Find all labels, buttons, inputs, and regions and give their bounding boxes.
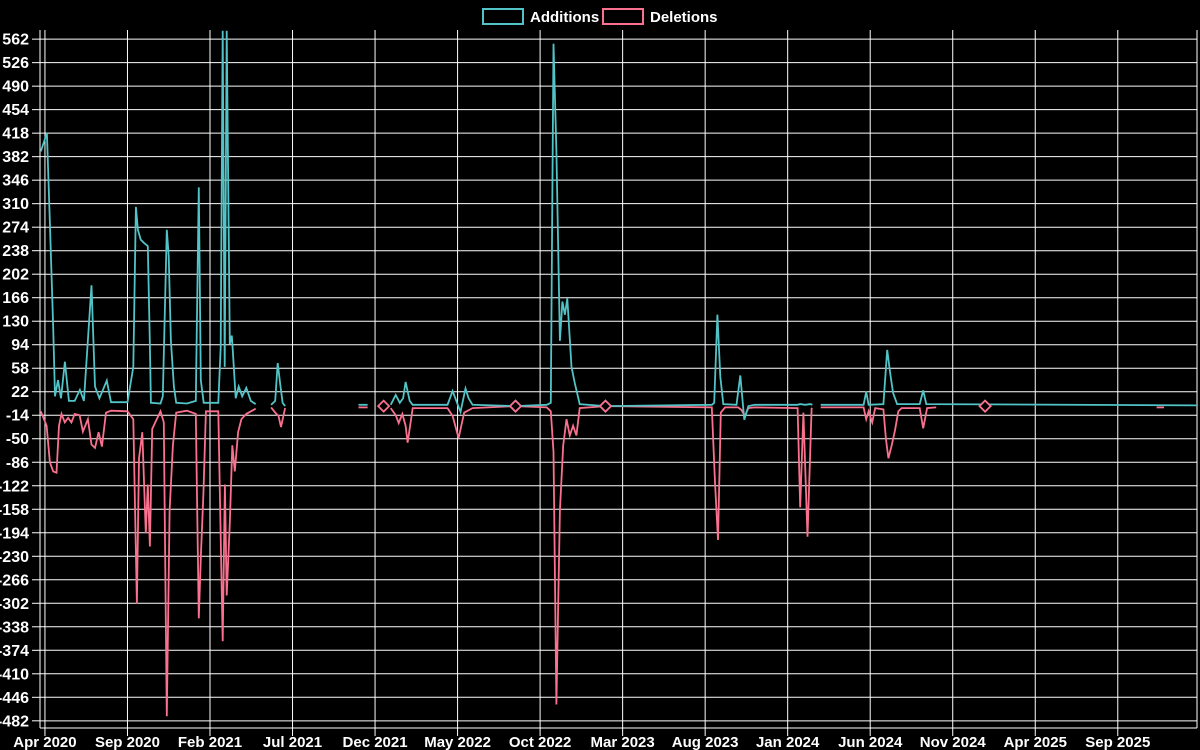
additions-segment xyxy=(389,43,813,421)
deletions-point-marker xyxy=(598,399,613,413)
legend-swatch-deletions xyxy=(602,8,644,25)
y-tick-label: -158 xyxy=(0,502,29,519)
y-tick-label: 454 xyxy=(2,102,29,119)
x-tick-label: Oct 2022 xyxy=(509,734,572,750)
x-tick-label: Sep 2025 xyxy=(1085,734,1150,750)
y-tick-label: -410 xyxy=(0,666,29,683)
y-tick-label: 274 xyxy=(2,220,29,237)
x-tick-label: Jul 2021 xyxy=(263,734,322,750)
x-tick-label: Mar 2023 xyxy=(591,734,655,750)
additions-segment xyxy=(39,30,257,405)
legend-label-additions: Additions xyxy=(530,9,599,26)
x-tick-label: Nov 2024 xyxy=(920,734,987,750)
y-tick-label: 418 xyxy=(2,126,29,143)
y-tick-label: 346 xyxy=(2,173,29,190)
chart-legend: Additions Deletions xyxy=(482,8,718,26)
x-tick-label: Apr 2025 xyxy=(1004,734,1067,750)
deletions-segment xyxy=(389,405,813,705)
x-tick-label: Jan 2024 xyxy=(756,734,820,750)
grid: 562 526 490 454 418 382 346 310 274 238 202 166 130 9… xyxy=(0,30,1197,750)
legend-item-deletions[interactable]: Deletions xyxy=(602,8,718,26)
deletions-point-marker xyxy=(508,399,523,413)
x-tick-label: Apr 2020 xyxy=(13,734,76,750)
y-tick-label: -338 xyxy=(0,619,29,636)
x-tick-label: Feb 2021 xyxy=(178,734,242,750)
y-tick-label: -446 xyxy=(0,690,29,707)
deletions-segment xyxy=(820,406,937,459)
x-tick-label: Jun 2024 xyxy=(838,734,903,750)
x-tick-label: May 2022 xyxy=(424,734,491,750)
x-tick-label: Dec 2021 xyxy=(343,734,408,750)
legend-swatch-additions xyxy=(482,8,524,25)
additions-line xyxy=(39,30,1198,421)
y-tick-label: 202 xyxy=(2,267,29,284)
y-tick-label: 310 xyxy=(2,196,29,213)
y-tick-label: 382 xyxy=(2,149,29,166)
y-tick-label: -50 xyxy=(6,431,29,448)
legend-label-deletions: Deletions xyxy=(650,9,718,26)
deletions-line xyxy=(39,405,1164,717)
deletions-point-marker xyxy=(978,399,992,413)
x-tick-label: Aug 2023 xyxy=(672,734,739,750)
y-tick-label: 238 xyxy=(2,243,29,260)
y-tick-label: -122 xyxy=(0,478,29,495)
legend-item-additions[interactable]: Additions xyxy=(482,8,599,26)
y-tick-label: -374 xyxy=(0,643,29,660)
y-tick-label: -14 xyxy=(6,408,29,425)
y-tick-label: 58 xyxy=(11,361,29,378)
y-tick-label: 94 xyxy=(11,337,29,354)
deletions-point-marker xyxy=(376,399,391,413)
y-tick-label: 562 xyxy=(2,32,29,49)
x-tick-label: Sep 2020 xyxy=(95,734,160,750)
additions-segment xyxy=(270,362,286,407)
y-tick-label: -266 xyxy=(0,572,29,589)
y-tick-label: -302 xyxy=(0,596,29,613)
y-tick-label: -482 xyxy=(0,713,29,730)
y-tick-label: 526 xyxy=(2,55,29,72)
y-tick-label: -230 xyxy=(0,549,29,566)
deletions-segment xyxy=(39,407,257,717)
y-tick-label: -194 xyxy=(0,525,29,542)
y-tick-label: 490 xyxy=(2,79,29,96)
y-tick-label: 130 xyxy=(2,314,29,331)
deletions-segment xyxy=(270,406,286,428)
additions-segment xyxy=(820,349,1198,407)
y-tick-label: 22 xyxy=(11,384,29,401)
y-tick-label: -86 xyxy=(6,455,29,472)
y-tick-label: 166 xyxy=(2,290,29,307)
